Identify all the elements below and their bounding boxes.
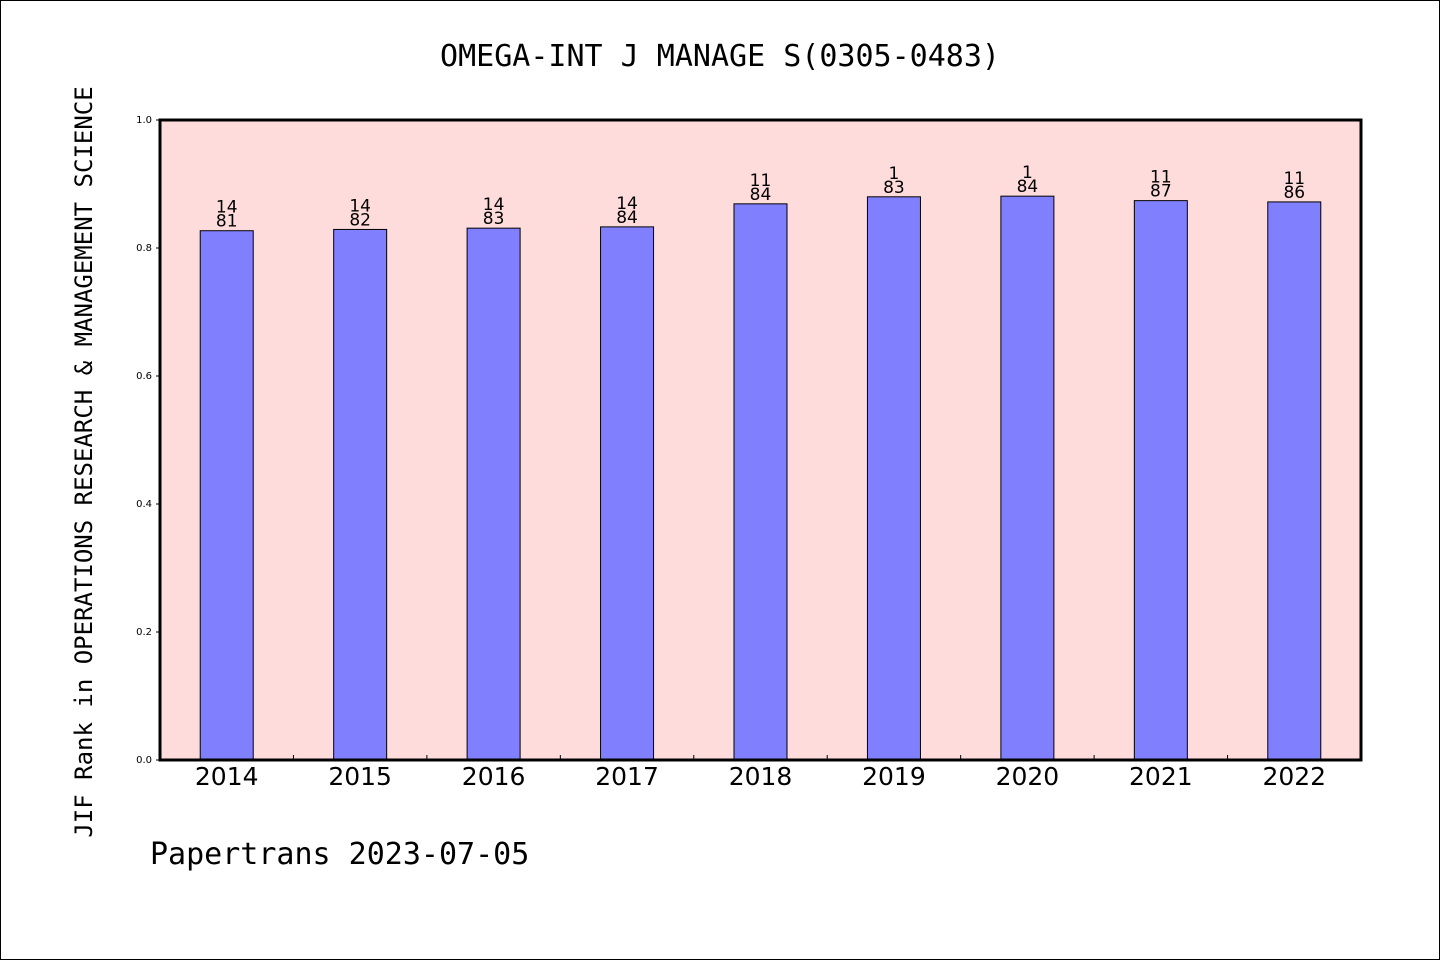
y-tick-label: 0.8 [136, 243, 152, 254]
bar-total-label: 84 [1017, 177, 1039, 197]
x-tick-label: 2020 [996, 762, 1060, 791]
bar [866, 196, 921, 761]
x-tick-label: 2015 [328, 762, 392, 791]
ticks-group: 0.0 0.2 0.4 0.6 0.8 1.0 2014 2015 2016 2017 2018 20… [136, 115, 1326, 791]
bar-total-label: 82 [349, 210, 371, 230]
footer-credit: Papertrans 2023-07-05 [150, 837, 529, 872]
bar-rank-label: 11 [750, 171, 772, 191]
y-tick-label: 0.6 [136, 371, 152, 382]
y-tick-label: 0.4 [136, 499, 152, 510]
bar [1133, 200, 1188, 761]
chart-title: OMEGA-INT J MANAGE S(0305-0483) [440, 39, 1000, 74]
bar-total-label: 86 [1283, 183, 1305, 203]
bar-total-label: 84 [750, 185, 772, 205]
bar [1000, 195, 1055, 761]
bar [733, 203, 788, 761]
bar [1267, 201, 1322, 761]
bar-rank-label: 1 [889, 164, 900, 184]
y-axis-label: JIF Rank in OPERATIONS RESEARCH & MANAGE… [70, 86, 98, 837]
bar-rank-label: 11 [1283, 169, 1305, 189]
bar-total-label: 87 [1150, 182, 1172, 202]
bar [466, 227, 521, 761]
bar-total-label: 83 [483, 209, 505, 229]
y-tick-label: 0.0 [136, 755, 152, 766]
bar-rank-label: 11 [1150, 168, 1172, 188]
bar-rank-label: 14 [349, 196, 371, 216]
bar [199, 230, 254, 761]
bar-total-label: 83 [883, 178, 905, 198]
y-tick-label: 0.2 [136, 627, 152, 638]
bar-total-label: 81 [216, 212, 238, 232]
x-tick-label: 2016 [462, 762, 526, 791]
x-tick-label: 2022 [1262, 762, 1326, 791]
bar-total-label: 84 [616, 208, 638, 228]
bar-rank-label: 14 [216, 198, 238, 218]
plot-border [158, 118, 1363, 762]
bar [600, 226, 655, 761]
bar [333, 228, 388, 761]
x-tick-label: 2014 [195, 762, 259, 791]
x-tick-label: 2021 [1129, 762, 1193, 791]
bar-rank-label: 1 [1022, 163, 1033, 183]
y-tick-label: 1.0 [136, 115, 152, 126]
bar-rank-label: 14 [616, 194, 638, 214]
bar-rank-label: 14 [483, 195, 505, 215]
x-tick-label: 2018 [729, 762, 793, 791]
x-tick-label: 2017 [595, 762, 659, 791]
x-tick-label: 2019 [862, 762, 926, 791]
